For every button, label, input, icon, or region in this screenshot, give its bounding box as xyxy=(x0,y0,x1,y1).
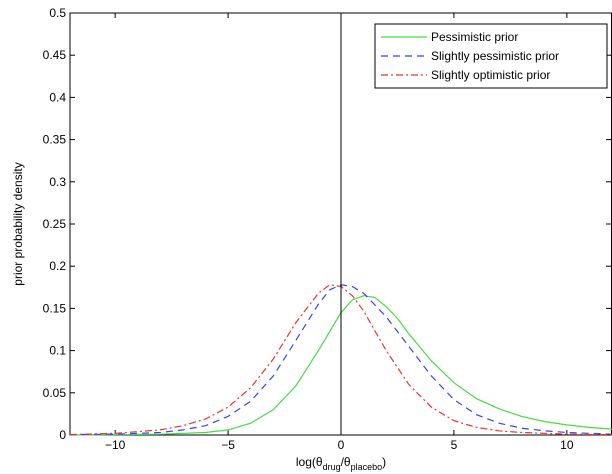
x-axis-label-sub2: placebo xyxy=(351,462,383,472)
legend-label: Slightly pessimistic prior xyxy=(431,49,559,63)
x-axis-label-mid: /θ xyxy=(341,455,351,469)
series-line-1 xyxy=(69,295,612,436)
y-tick-label: 0.4 xyxy=(49,90,66,104)
series-line-3 xyxy=(69,284,612,436)
y-tick-label: 0.5 xyxy=(49,6,66,20)
y-tick-label: 0.1 xyxy=(49,344,66,358)
series-layer xyxy=(69,284,612,436)
x-axis-label-sub1: drug xyxy=(323,462,341,472)
x-tick-label: −10 xyxy=(105,438,126,452)
x-tick-label: −5 xyxy=(221,438,235,452)
y-tick-label: 0.35 xyxy=(43,133,67,147)
x-tick-label: 0 xyxy=(338,438,345,452)
x-tick-label: 10 xyxy=(560,438,574,452)
x-tick-labels: −10 −5 0 5 10 xyxy=(105,438,574,452)
y-tick-label: 0.3 xyxy=(49,175,66,189)
x-axis-label-suffix: ) xyxy=(382,455,386,469)
y-axis-label: prior probability density xyxy=(11,162,25,285)
x-tick-label: 5 xyxy=(451,438,458,452)
legend-label: Pessimistic prior xyxy=(431,30,518,44)
x-axis-label-prefix: log(θ xyxy=(296,455,323,469)
y-tick-label: 0.05 xyxy=(43,386,67,400)
y-tick-label: 0 xyxy=(59,428,66,442)
y-tick-label: 0.25 xyxy=(43,217,67,231)
y-tick-label: 0.15 xyxy=(43,301,67,315)
legend-label: Slightly optimistic prior xyxy=(431,68,550,82)
legend-box xyxy=(374,23,608,89)
x-axis-label: log(θdrug/θplacebo) xyxy=(296,455,386,472)
series-line-2 xyxy=(69,284,612,436)
y-tick-label: 0.2 xyxy=(49,259,66,273)
y-tick-labels: 0 0.05 0.1 0.15 0.2 0.25 0.3 0.35 0.4 0.45 0.5 xyxy=(43,6,67,442)
y-tick-label: 0.45 xyxy=(43,48,67,62)
legend: Pessimistic prior Slightly pessimistic pr… xyxy=(374,23,608,89)
